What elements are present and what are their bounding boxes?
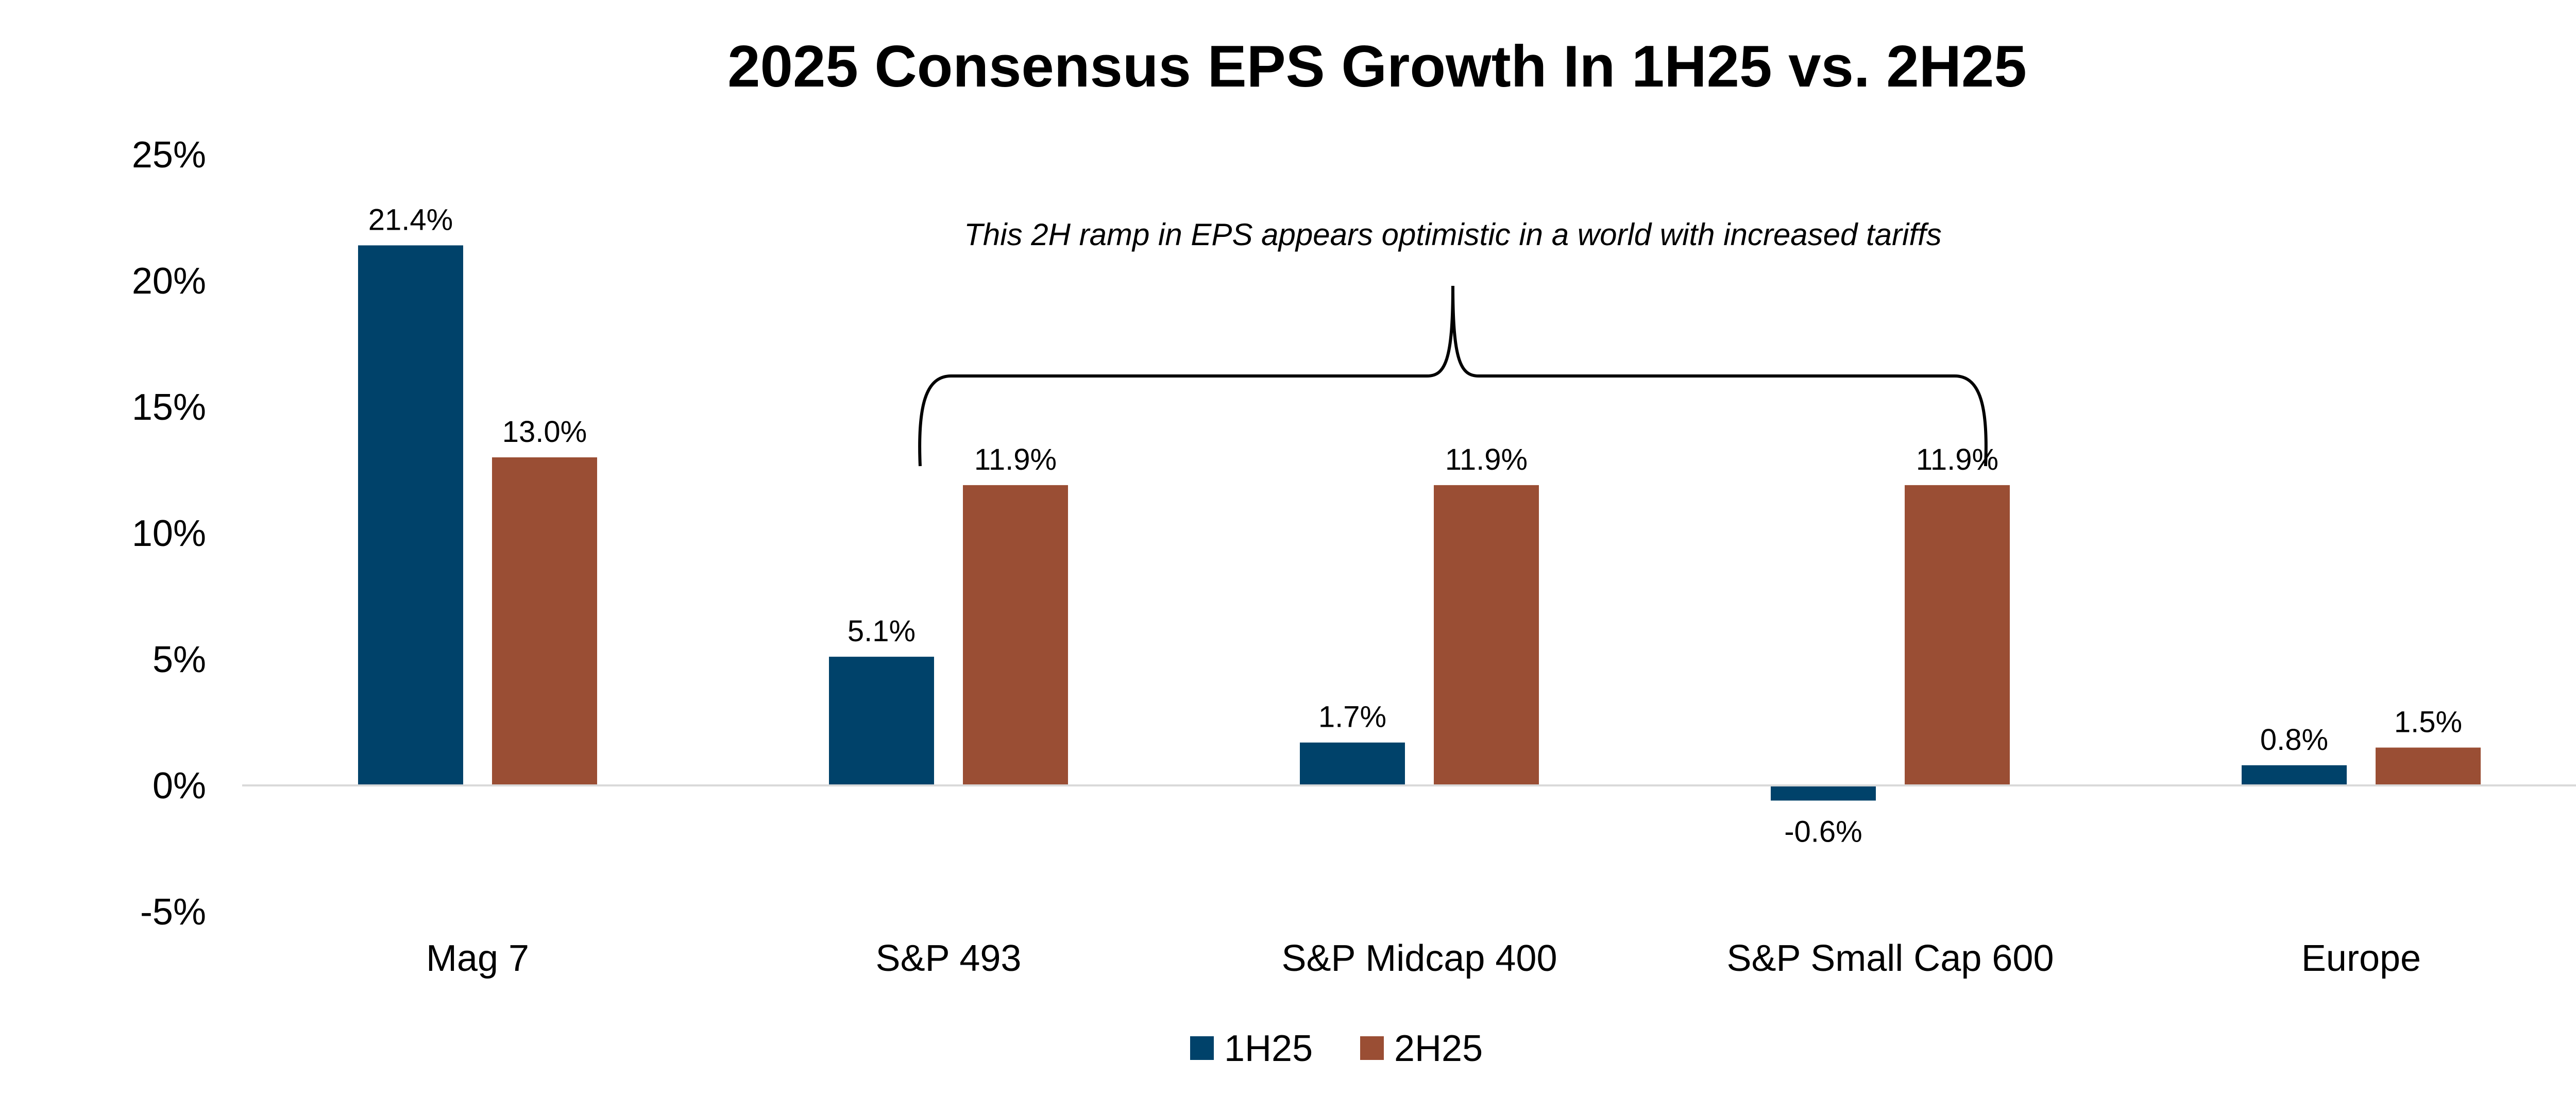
bar-2h25 bbox=[492, 457, 597, 785]
bar-2h25 bbox=[2376, 747, 2481, 785]
data-labels: 21.4%13.0%5.1%11.9%1.7%11.9%-0.6%11.9%0.… bbox=[368, 203, 2462, 848]
x-tick-label: S&P Midcap 400 bbox=[1281, 938, 1557, 979]
data-label: 1.5% bbox=[2394, 706, 2462, 739]
bar-1h25 bbox=[358, 245, 463, 785]
x-tick-label: S&P 493 bbox=[876, 938, 1022, 979]
bar-2h25 bbox=[963, 485, 1068, 785]
y-tick-label: 15% bbox=[132, 387, 206, 428]
y-tick-label: 5% bbox=[152, 639, 206, 680]
y-tick-label: 20% bbox=[132, 261, 206, 302]
y-tick-label: 0% bbox=[152, 765, 206, 807]
data-label: 21.4% bbox=[368, 203, 453, 236]
data-label: 11.9% bbox=[974, 443, 1057, 476]
data-label: 13.0% bbox=[502, 415, 587, 449]
bar-series bbox=[358, 245, 2481, 801]
bar-1h25 bbox=[829, 657, 934, 785]
x-axis-category-labels: Mag 7 S&P 493 S&P Midcap 400 S&P Small Cap … bbox=[426, 938, 2421, 979]
y-tick-label: 10% bbox=[132, 513, 206, 554]
x-tick-label: Europe bbox=[2301, 938, 2421, 979]
chart-title: 2025 Consensus EPS Growth In 1H25 vs. 2H… bbox=[727, 34, 2027, 99]
annotation: This 2H ramp in EPS appears optimistic i… bbox=[918, 217, 1988, 467]
bar-2h25 bbox=[1434, 485, 1539, 785]
data-label: -0.6% bbox=[1784, 815, 1862, 848]
legend-label: 2H25 bbox=[1394, 1028, 1483, 1069]
x-tick-label: S&P Small Cap 600 bbox=[1726, 938, 2054, 979]
data-label: 11.9% bbox=[1445, 443, 1528, 476]
bar-1h25 bbox=[1300, 742, 1405, 785]
y-tick-label: 25% bbox=[132, 134, 206, 176]
data-label: 5.1% bbox=[848, 614, 916, 648]
legend-label: 1H25 bbox=[1224, 1028, 1313, 1069]
y-axis: 25% 20% 15% 10% 5% 0% -5% bbox=[132, 134, 206, 933]
legend-swatch bbox=[1190, 1036, 1214, 1060]
y-tick-label: -5% bbox=[140, 892, 206, 933]
annotation-text: This 2H ramp in EPS appears optimistic i… bbox=[964, 217, 1941, 252]
data-label: 0.8% bbox=[2260, 723, 2328, 757]
bar-2h25 bbox=[1905, 485, 2010, 785]
legend-swatch bbox=[1360, 1036, 1384, 1060]
x-tick-label: Mag 7 bbox=[426, 938, 529, 979]
legend: 1H25 2H25 bbox=[1190, 1028, 1483, 1069]
bar-1h25 bbox=[1771, 785, 1876, 801]
bar-1h25 bbox=[2242, 765, 2347, 785]
annotation-brace bbox=[918, 285, 1988, 467]
data-label: 1.7% bbox=[1318, 700, 1386, 734]
